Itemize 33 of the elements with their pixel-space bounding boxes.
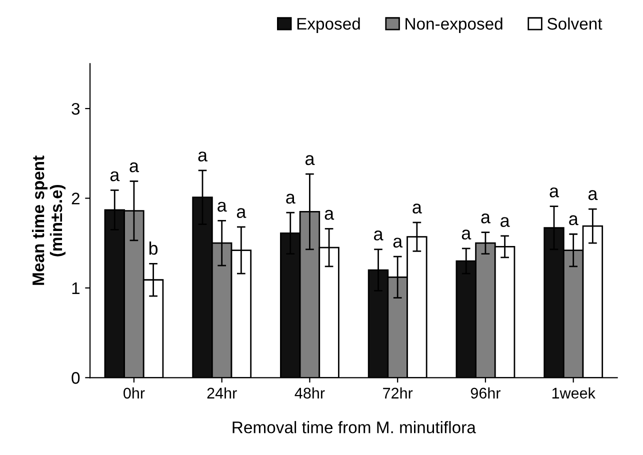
data-label: a (500, 217, 510, 227)
x-tick-label: 72hr (383, 387, 413, 398)
data-label: a (481, 213, 490, 224)
y-tick-label: 3 (72, 102, 80, 115)
legend-label: Non-exposed (406, 17, 502, 33)
x-axis-title: Removal time from M. minutiflora (232, 421, 476, 434)
data-label: a (286, 194, 296, 204)
data-label: a (198, 152, 208, 162)
legend-label: Solvent (547, 17, 602, 30)
data-label: b (149, 242, 158, 255)
data-label: a (324, 210, 334, 220)
legend-label: Exposed (297, 17, 360, 33)
data-label: a (569, 215, 578, 226)
y-axis-title: Mean time spent (min±s.e) (32, 156, 66, 285)
x-tick-label: 48hr (294, 387, 325, 399)
data-label: a (218, 202, 227, 212)
x-tick-label: 24hr (207, 387, 237, 398)
data-label: a (236, 208, 246, 218)
data-label: a (305, 155, 315, 166)
data-label: a (393, 238, 403, 248)
x-tick-label: 96hr (470, 387, 500, 399)
data-label: a (130, 162, 139, 172)
data-label: a (374, 230, 384, 240)
y-tick-label: 0 (72, 372, 80, 384)
data-label: a (412, 204, 422, 214)
data-label: a (588, 190, 598, 200)
y-tick-label: 2 (72, 192, 80, 204)
x-tick-label: 0hr (124, 387, 145, 399)
data-label: a (110, 171, 120, 182)
data-label: a (550, 187, 560, 198)
data-label: a (462, 230, 472, 240)
y-tick-label: 1 (72, 282, 80, 294)
x-tick-label: 1week (552, 387, 596, 399)
